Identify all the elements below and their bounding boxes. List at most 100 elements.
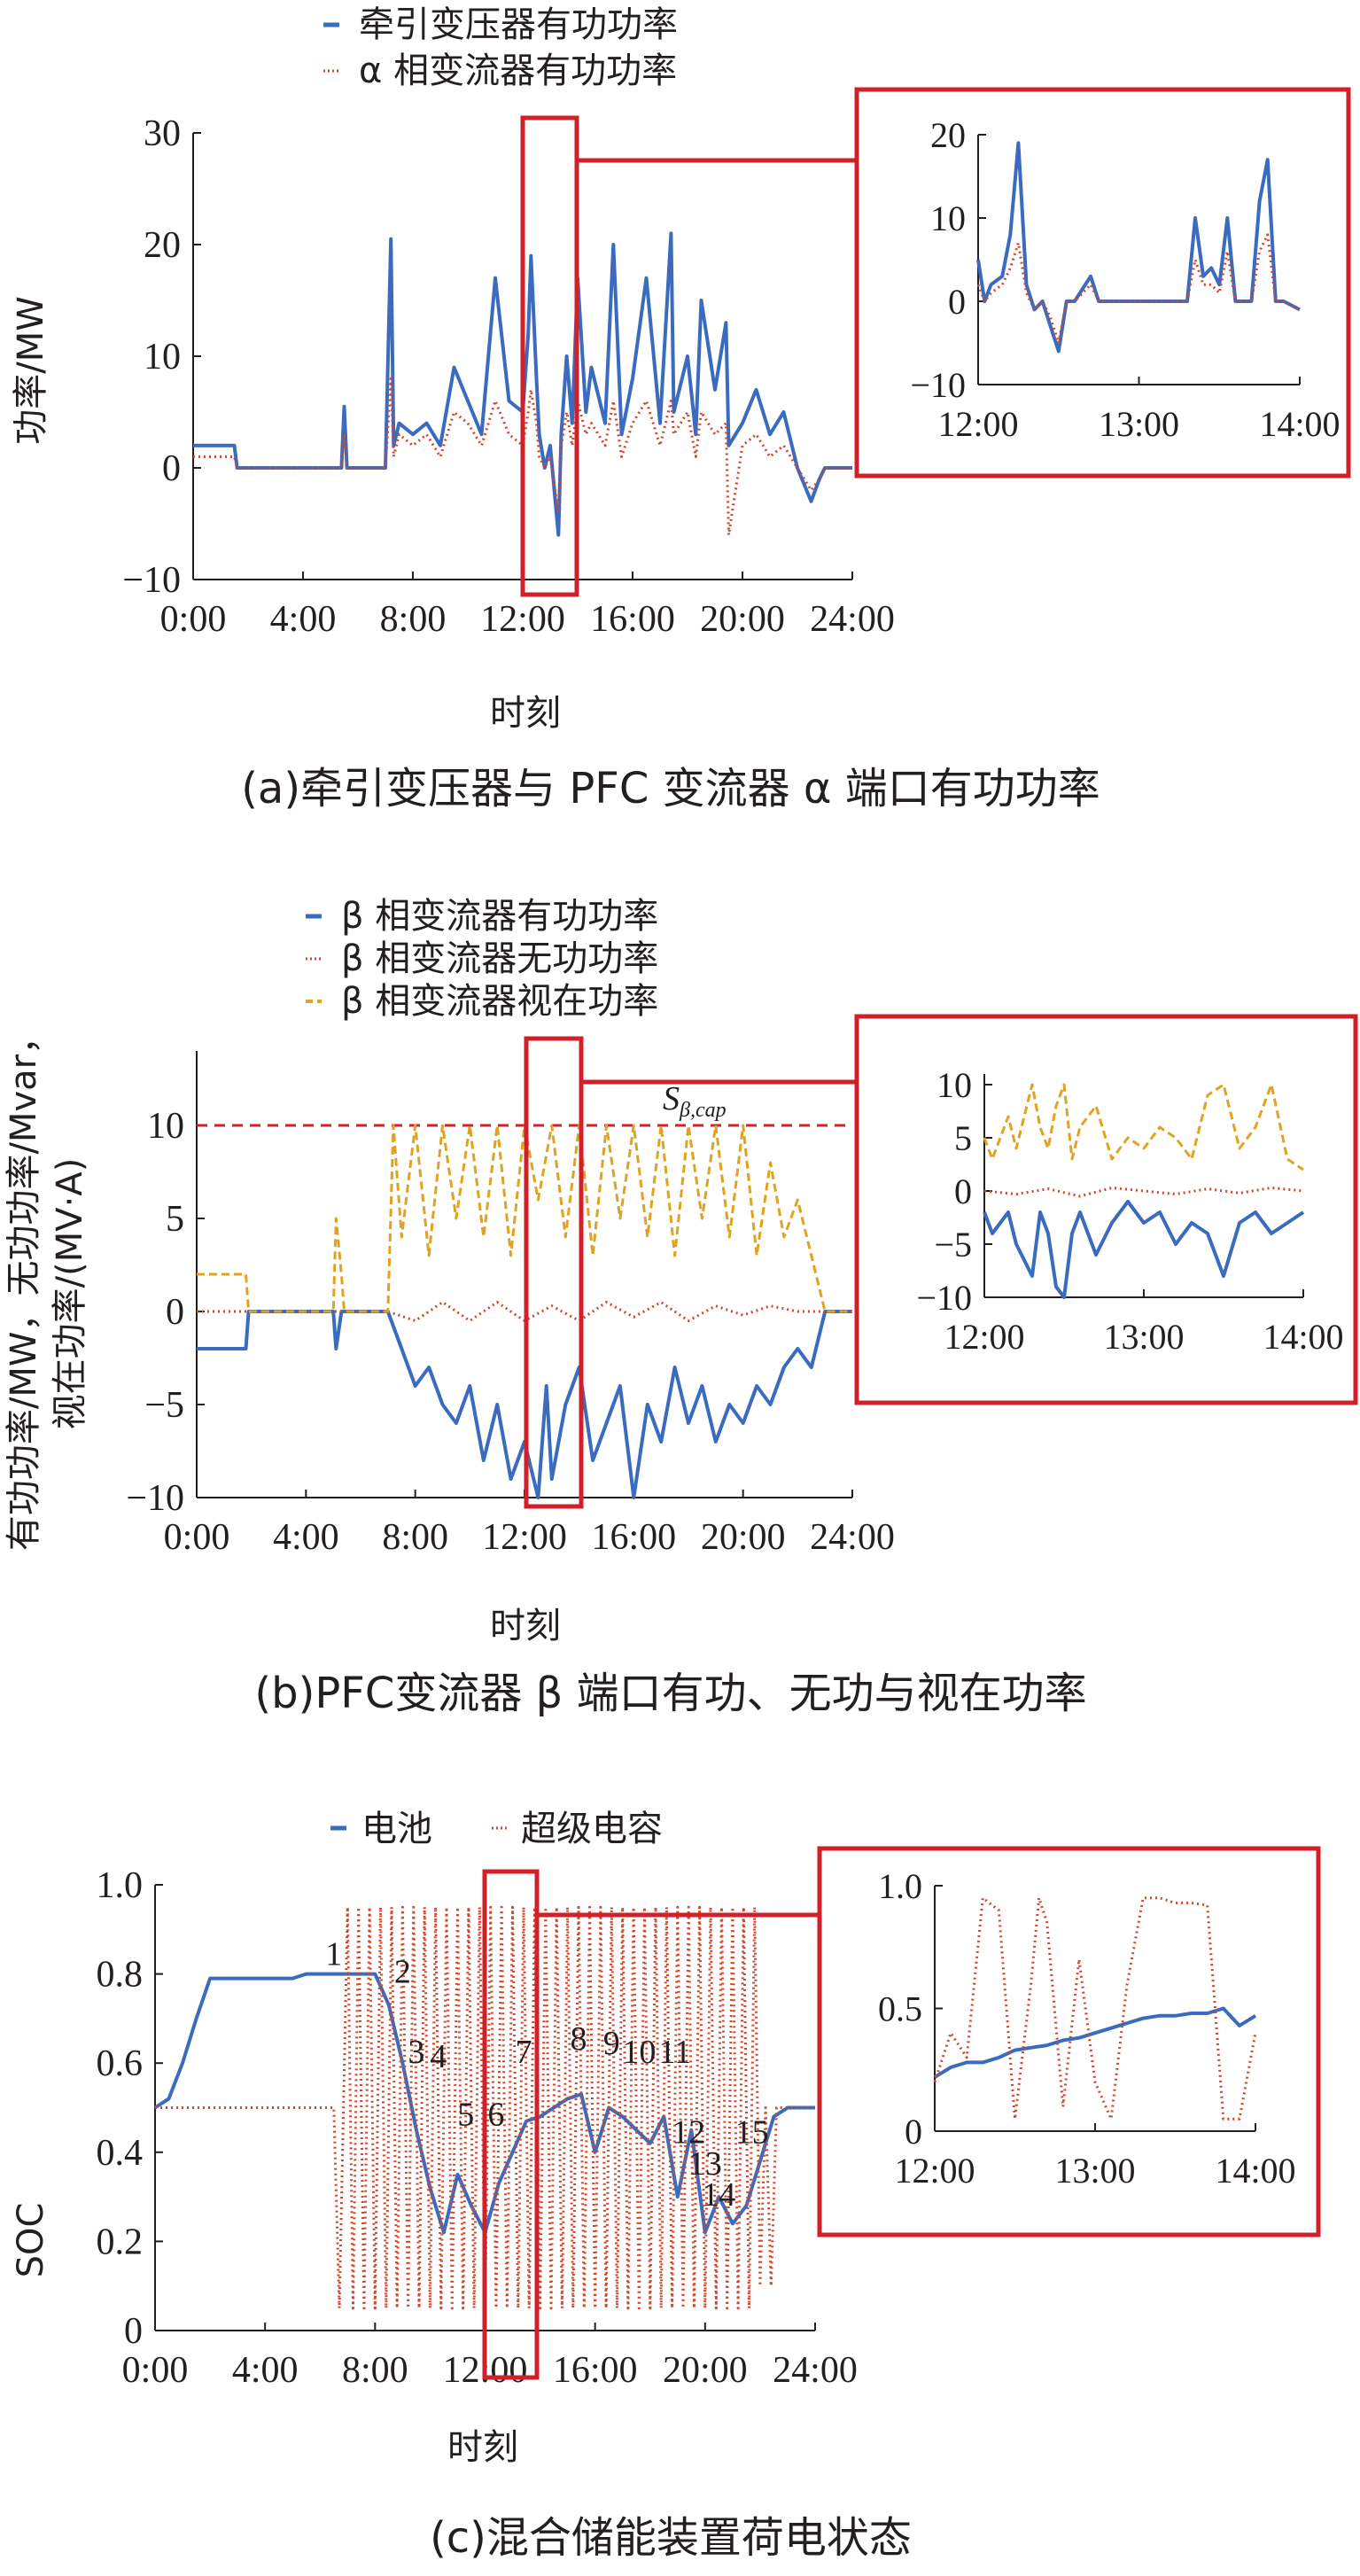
chart-c-annotation: 11 bbox=[658, 2034, 691, 2071]
chart-c-inset-y-tick-label: 1.0 bbox=[878, 1866, 922, 1906]
chart-a-inset-y-tick-label: 0 bbox=[948, 282, 966, 322]
chart-c-axes: 1.00.80.60.40.200:00 4:00 8:00 12:00 16:00 20… bbox=[97, 1865, 858, 2391]
chart-c-x-tick-label: 4:00 bbox=[232, 2350, 299, 2391]
chart-b-inset-y-tick-label: 10 bbox=[936, 1065, 972, 1105]
chart-b-inset-series-0-line bbox=[983, 1200, 1305, 1299]
chart-b-y-tick-label: 10 bbox=[147, 1106, 184, 1147]
chart-b-x-tick-label: 8:00 bbox=[382, 1517, 448, 1558]
chart-c-inset-x-tick-label: 12:00 bbox=[894, 2151, 975, 2191]
chart-a-inset-series-0-line bbox=[976, 141, 1301, 354]
legend-label-a-0: 牵引变压器有功功率 bbox=[359, 4, 678, 45]
chart-a-series-1-line bbox=[193, 377, 852, 537]
chart-c-annotation: 1 bbox=[325, 1936, 342, 1973]
chart-b-zoom-box bbox=[524, 1036, 584, 1509]
chart-b: β 相变流器有功功率 β 相变流器无功功率 β 相变流器视在功率 10 5 0 −5 −… bbox=[4, 896, 1358, 1718]
chart-c-inset-y-tick-label: 0 bbox=[905, 2112, 922, 2152]
chart-b-inset-x-tick-label: 13:00 bbox=[1103, 1317, 1184, 1357]
chart-c-annotation: 14 bbox=[702, 2176, 735, 2214]
threshold-label-main: S bbox=[663, 1080, 680, 1117]
chart-b-y-tick-label: 5 bbox=[166, 1199, 184, 1240]
chart-c-inset-series-0-line bbox=[933, 2006, 1257, 2079]
chart-b-legend: β 相变流器有功功率 β 相变流器无功功率 β 相变流器视在功率 bbox=[306, 896, 658, 1022]
chart-a-x-tick-label: 16:00 bbox=[590, 599, 675, 640]
chart-a-x-tick-label: 24:00 bbox=[810, 599, 895, 640]
chart-b-xlabel: 时刻 bbox=[490, 1606, 561, 1646]
chart-b-x-tick-label: 24:00 bbox=[810, 1517, 895, 1558]
chart-b-inset-x-tick-label: 12:00 bbox=[944, 1317, 1024, 1357]
chart-a-inset-y-tick-label: 20 bbox=[930, 115, 966, 155]
chart-a-inset-x-tick-label: 13:00 bbox=[1099, 404, 1179, 444]
chart-b-inset-y-tick-label: −10 bbox=[916, 1278, 972, 1318]
chart-c-inset-y-tick-label: 0.5 bbox=[878, 1989, 922, 2029]
chart-b-threshold-label: Sβ,cap bbox=[663, 1080, 727, 1122]
chart-a-plot bbox=[193, 231, 852, 537]
chart-a-y-tick-label: 0 bbox=[162, 448, 181, 489]
chart-c-y-tick-label: 0.2 bbox=[97, 2222, 144, 2262]
chart-a-zoom-box bbox=[520, 115, 579, 597]
chart-b-x-tick-label: 4:00 bbox=[273, 1517, 339, 1558]
chart-c-annotation: 10 bbox=[622, 2034, 656, 2071]
chart-c-plot bbox=[153, 1905, 815, 2310]
chart-a-y-tick-label: 10 bbox=[144, 337, 181, 377]
chart-a-caption: (a)牵引变压器与 PFC 变流器 α 端口有功功率 bbox=[241, 764, 1100, 813]
chart-b-inset-y-tick-label: 0 bbox=[954, 1171, 972, 1211]
chart-b-ylabel-line-2: 视在功率/(MV·A) bbox=[50, 1158, 90, 1430]
chart-b-y-tick-label: 0 bbox=[166, 1292, 184, 1333]
chart-c-inset-x-tick-label: 14:00 bbox=[1215, 2151, 1295, 2191]
chart-c-annotation: 12 bbox=[672, 2114, 705, 2152]
chart-a-y-tick-label: 20 bbox=[144, 225, 181, 266]
chart-c-annotation: 8 bbox=[571, 2020, 587, 2058]
chart-b-y-tick-label: −5 bbox=[144, 1385, 184, 1426]
chart-b-y-tick-label: −10 bbox=[126, 1478, 184, 1519]
chart-a-inset-x-tick-label: 12:00 bbox=[937, 404, 1018, 444]
chart-a-inset-x-tick-label: 14:00 bbox=[1259, 404, 1340, 444]
chart-a-y-tick-label: 30 bbox=[144, 113, 181, 154]
chart-a-xlabel: 时刻 bbox=[490, 693, 561, 734]
chart-b-x-tick-label: 0:00 bbox=[164, 1517, 230, 1558]
chart-a-x-tick-label: 0:00 bbox=[160, 599, 227, 640]
chart-c-caption: (c)混合储能装置荷电状态 bbox=[430, 2513, 912, 2563]
chart-c-x-tick-label: 8:00 bbox=[342, 2350, 408, 2391]
chart-c-inset-x-tick-label: 13:00 bbox=[1054, 2151, 1135, 2191]
chart-a-y-tick-label: −10 bbox=[122, 560, 181, 601]
chart-c-annotation: 13 bbox=[688, 2145, 722, 2183]
legend-label-a-1: α 相变流器有功功率 bbox=[359, 51, 677, 91]
chart-c-y-tick-label: 1.0 bbox=[97, 1865, 144, 1906]
chart-a-ylabel: 功率/MW bbox=[11, 296, 51, 445]
chart-c-annotation: 6 bbox=[487, 2097, 504, 2134]
chart-c-legend: 电池 超级电容 bbox=[330, 1809, 663, 1849]
chart-b-caption: (b)PFC变流器 β 端口有功、无功与视在功率 bbox=[254, 1669, 1086, 1718]
chart-c-inset-frame bbox=[817, 1846, 1321, 2237]
chart-c-xlabel: 时刻 bbox=[447, 2427, 518, 2468]
chart-b-axes: 10 5 0 −5 −100:00 4:00 8:00 12:00 16:00 20:00 24:0… bbox=[126, 1051, 895, 1558]
chart-a-inset-y-tick-label: −10 bbox=[910, 365, 966, 405]
chart-c: 电池 超级电容 1.00.80.60.40.200:00 4:00 8:00 12:0… bbox=[11, 1809, 1321, 2563]
chart-c-annotation: 9 bbox=[603, 2025, 620, 2062]
chart-b-inset-series-1-line bbox=[983, 1186, 1304, 1198]
chart-c-x-tick-label: 0:00 bbox=[122, 2350, 189, 2391]
chart-c-ylabel: SOC bbox=[11, 2203, 51, 2278]
chart-c-x-tick-label: 16:00 bbox=[553, 2350, 638, 2391]
chart-c-series-0-line bbox=[153, 1972, 815, 2235]
legend-label-b-2: β 相变流器视在功率 bbox=[341, 981, 658, 1022]
chart-a-inset-frame bbox=[854, 87, 1351, 479]
chart-b-inset-y-tick-label: 5 bbox=[954, 1118, 972, 1158]
chart-a-legend: 牵引变压器有功功率 α 相变流器有功功率 bbox=[323, 4, 678, 91]
chart-c-x-tick-label: 20:00 bbox=[663, 2350, 748, 2391]
chart-c-annotation: 3 bbox=[408, 2034, 424, 2071]
chart-c-y-tick-label: 0.4 bbox=[97, 2133, 144, 2174]
legend-label-c-0: 电池 bbox=[361, 1809, 432, 1849]
chart-a-axes: 30 20 10 0 −100:00 4:00 8:00 12:00 16:00 20:00 24:… bbox=[122, 113, 895, 640]
chart-b-x-tick-label: 16:00 bbox=[591, 1517, 676, 1558]
chart-b-inset-x-tick-label: 14:00 bbox=[1263, 1317, 1343, 1357]
chart-c-inset-series-1-line bbox=[933, 1896, 1257, 2121]
chart-c-annotation: 15 bbox=[735, 2114, 769, 2152]
chart-a-inset-y-tick-label: 10 bbox=[930, 198, 966, 238]
chart-c-zoom-box bbox=[482, 1869, 540, 2380]
chart-c-annotation: 4 bbox=[430, 2038, 447, 2075]
